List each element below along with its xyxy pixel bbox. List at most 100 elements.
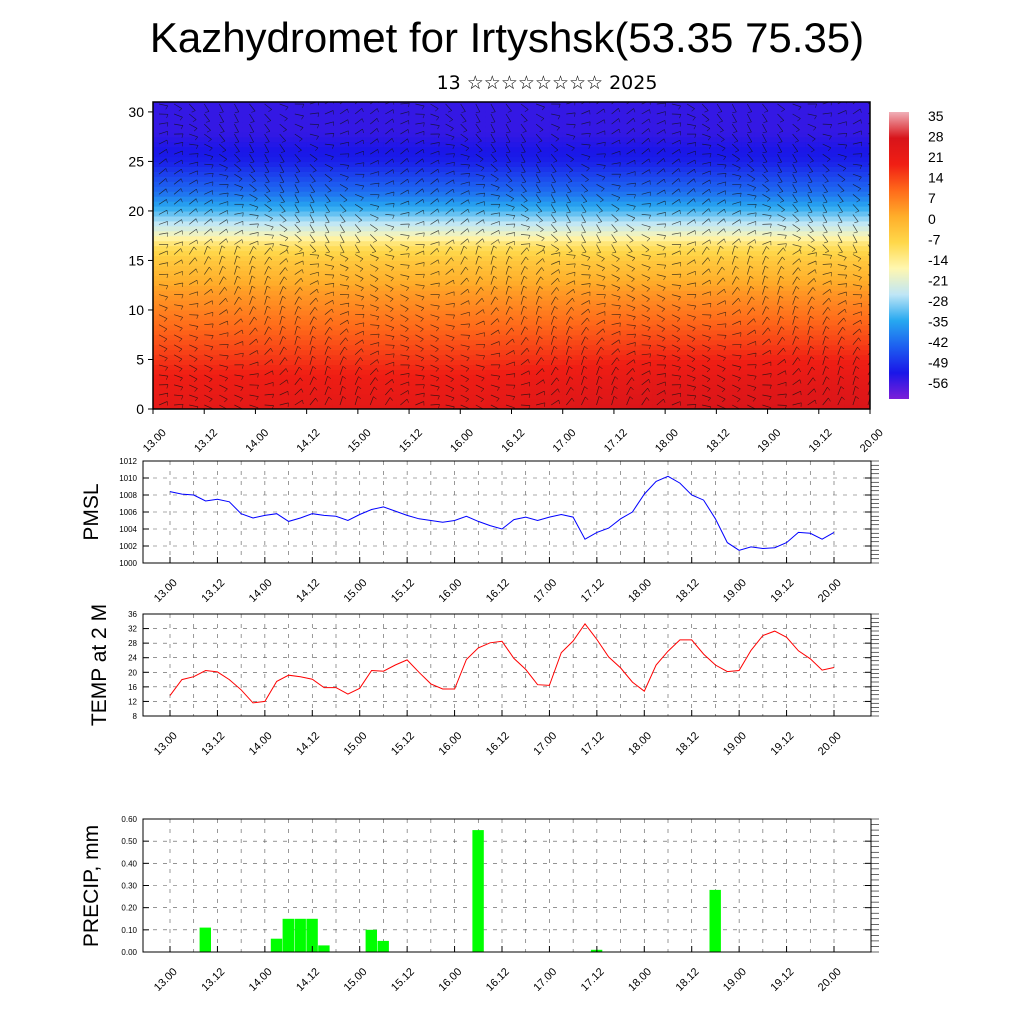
heatmap-cell: [268, 324, 282, 331]
heatmap-cell: [588, 404, 602, 409]
wind-barb: [324, 102, 330, 105]
heatmap-cell: [191, 225, 205, 232]
heatmap-cell: [665, 324, 679, 331]
wind-barb: [294, 260, 304, 265]
wind-barb: [505, 123, 511, 133]
heatmap-cell: [357, 102, 372, 108]
heatmap-cell: [153, 285, 167, 291]
heatmap-cell: [665, 111, 679, 118]
wind-barb-flag: [513, 223, 516, 228]
heatmap-cell: [306, 201, 321, 207]
heatmap-cell: [345, 344, 359, 351]
heatmap-cell: [396, 176, 410, 182]
heatmap-cell: [293, 389, 308, 395]
heatmap-cell: [383, 314, 397, 321]
heatmap-cell: [818, 404, 833, 409]
heatmap-cell: [677, 181, 692, 187]
heatmap-cell: [319, 275, 333, 281]
heatmap-cell: [383, 126, 397, 133]
heatmap-cell: [396, 141, 410, 148]
wind-barb-flag: [271, 235, 274, 240]
wind-barb: [173, 168, 182, 175]
heatmap-cell: [229, 196, 244, 202]
heatmap-cell: [204, 384, 218, 390]
heatmap-cell: [370, 225, 385, 232]
wind-barb: [475, 103, 481, 113]
heatmap-cell: [409, 270, 423, 276]
heatmap-cell: [844, 260, 858, 266]
heatmap-cell: [485, 334, 500, 341]
heatmap-cell: [293, 156, 308, 163]
wind-barb-flag: [266, 295, 271, 299]
heatmap-cell: [434, 344, 449, 351]
heatmap-cell: [601, 146, 615, 153]
heatmap-cell: [703, 364, 717, 370]
heatmap-cell: [165, 329, 180, 336]
heatmap-cell: [153, 359, 167, 366]
wind-barb: [490, 341, 500, 346]
heatmap-cell: [357, 116, 372, 123]
heatmap-cell: [306, 106, 321, 113]
heatmap-cell: [857, 141, 870, 148]
heatmap-cell: [191, 121, 205, 128]
heatmap-cell: [409, 235, 423, 242]
heatmap-cell: [549, 186, 564, 192]
wind-barb-flag: [209, 398, 213, 403]
heatmap-cell: [805, 151, 820, 158]
heatmap-cell: [396, 181, 410, 187]
heatmap-cell: [562, 156, 577, 163]
heatmap-cell: [306, 191, 321, 197]
wind-barb: [204, 208, 212, 215]
heatmap-cell: [741, 359, 756, 366]
heatmap-cell: [421, 295, 436, 301]
heatmap-cell: [665, 102, 679, 108]
wind-barb: [460, 133, 469, 140]
wind-barb-flag: [316, 136, 319, 140]
wind-barb-flag: [343, 199, 348, 203]
heatmap-cell: [729, 235, 743, 242]
heatmap-cell: [357, 215, 372, 222]
heatmap-cell: [601, 235, 615, 242]
wind-barb: [415, 262, 425, 265]
heatmap-cell: [281, 319, 295, 326]
heatmap-cell: [421, 364, 436, 370]
wind-barb-flag: [166, 232, 169, 237]
wind-barb: [385, 158, 393, 165]
wind-barb-flag: [167, 393, 169, 398]
heatmap-cell: [191, 354, 205, 361]
heatmap-cell: [447, 369, 461, 375]
wind-barb-flag: [407, 223, 410, 228]
heatmap-cell: [357, 201, 372, 207]
wind-barb-flag: [524, 316, 528, 320]
heatmap-cell: [793, 369, 807, 375]
heatmap-cell: [498, 399, 513, 405]
heatmap-cell: [741, 314, 756, 321]
wind-barb-flag: [195, 218, 198, 223]
heatmap-cell: [729, 220, 743, 227]
heatmap-cell: [639, 186, 653, 192]
heatmap-cell: [255, 389, 269, 395]
heatmap-cell: [690, 220, 705, 227]
wind-barb: [339, 119, 349, 125]
wind-barb: [354, 376, 359, 386]
heatmap-cell: [434, 319, 449, 326]
heatmap-cell: [703, 329, 717, 336]
heatmap-cell: [690, 295, 705, 301]
heatmap-cell: [511, 295, 525, 301]
heatmap-cell: [639, 102, 653, 108]
heatmap-cell: [729, 210, 743, 217]
heatmap-cell: [857, 245, 870, 252]
wind-barb-flag: [483, 210, 485, 215]
heatmap-cell: [204, 131, 218, 138]
heatmap-cell: [613, 389, 628, 395]
wind-barb-flag: [310, 222, 315, 224]
heatmap-cell: [601, 300, 615, 306]
wind-barb-flag: [466, 156, 470, 161]
heatmap-cell: [409, 339, 423, 346]
heatmap-cell: [460, 339, 474, 346]
heatmap-cell: [306, 394, 321, 400]
heatmap-cell: [281, 171, 295, 177]
heatmap-cell: [255, 146, 269, 153]
heatmap-cell: [793, 230, 807, 237]
heatmap-cell: [319, 334, 333, 341]
